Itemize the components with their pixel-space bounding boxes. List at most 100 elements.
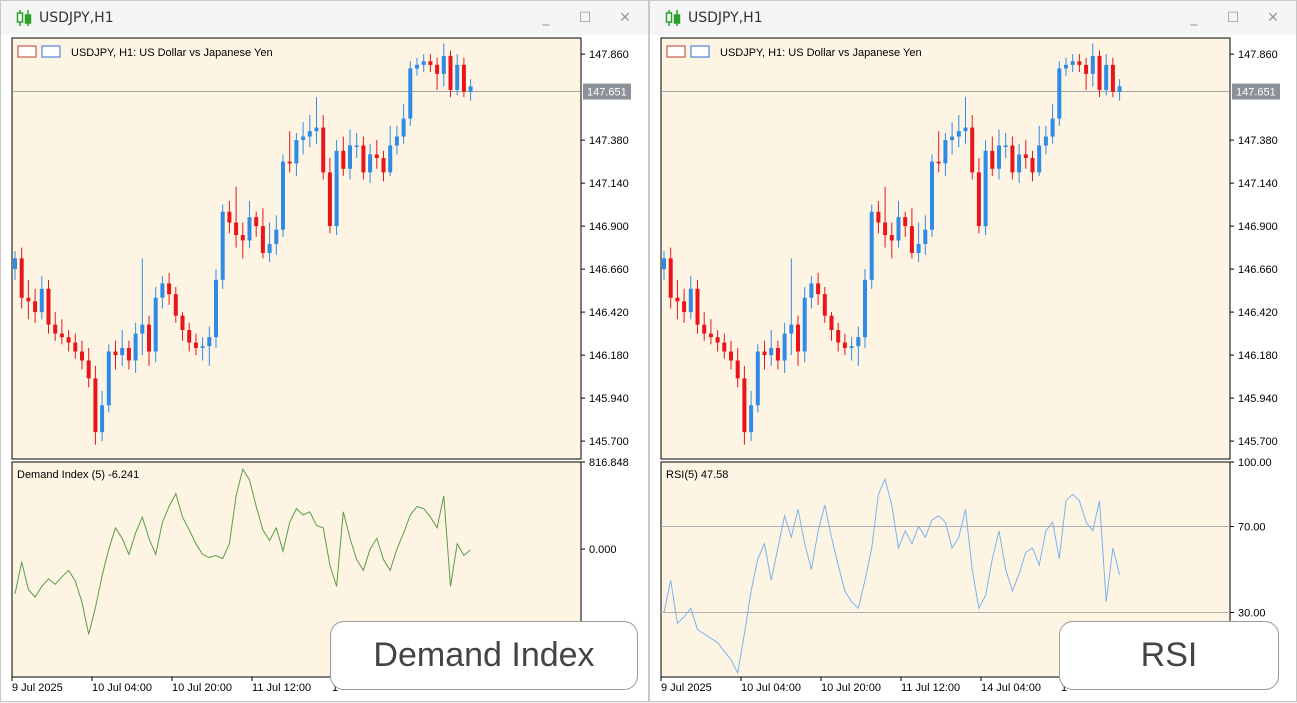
time-tick-label: 14 Jul 04:00 — [981, 682, 1041, 694]
candle-body — [708, 333, 713, 338]
candle-body — [167, 283, 172, 295]
candle-body — [923, 229, 928, 245]
chart-window-right[interactable]: USDJPY,H1 _ ☐ ✕ USDJPY, H1: US Dollar vs… — [649, 0, 1297, 702]
time-tick-label: 10 Jul 20:00 — [172, 682, 232, 694]
candle-body — [274, 229, 279, 245]
title-bar[interactable]: USDJPY,H1 _ ☐ ✕ — [1, 1, 648, 35]
current-price-label: 147.651 — [1236, 87, 1276, 99]
candle-body — [1003, 145, 1008, 147]
candle-body — [869, 211, 874, 280]
candle-body — [307, 131, 312, 137]
close-button[interactable]: ✕ — [1267, 10, 1279, 26]
chart-area[interactable]: USDJPY, H1: US Dollar vs Japanese Yen 147… — [650, 35, 1296, 701]
price-tick-label: 146.900 — [1238, 221, 1278, 233]
price-tick-label: 146.180 — [1238, 350, 1278, 362]
candle-body — [742, 378, 747, 433]
time-tick-label: 9 Jul 2025 — [12, 682, 63, 694]
candle-body — [53, 324, 58, 334]
candle-body — [883, 222, 888, 236]
candle-body — [976, 172, 981, 227]
candle-body — [207, 337, 212, 347]
candle-body — [876, 211, 881, 223]
indicator-caption: Demand Index — [330, 621, 638, 690]
indicator-tick-label: 816.848 — [589, 457, 629, 469]
candle-body — [120, 347, 125, 356]
candle-body — [762, 351, 767, 356]
candle-body — [441, 55, 446, 74]
time-tick-label: 11 Jul 12:00 — [901, 682, 960, 694]
maximize-button[interactable]: ☐ — [1226, 10, 1240, 26]
candle-body — [294, 140, 299, 164]
candle-body — [930, 161, 934, 230]
candle-body — [1110, 64, 1115, 92]
candle-body — [1084, 64, 1089, 74]
price-chart[interactable]: USDJPY, H1: US Dollar vs Japanese Yen 147… — [650, 35, 1297, 703]
candle-body — [983, 150, 988, 227]
price-tick-label: 147.860 — [589, 49, 629, 61]
candle-body — [722, 342, 727, 352]
candle-body — [688, 288, 693, 313]
candle-body — [775, 347, 780, 361]
candle-body — [234, 222, 239, 236]
candle-body — [695, 288, 700, 325]
price-tick-label: 146.420 — [1238, 307, 1278, 319]
candle-body — [140, 324, 145, 334]
close-button[interactable]: ✕ — [619, 10, 631, 26]
candle-body — [990, 150, 995, 169]
candlestick-icon — [665, 10, 681, 26]
candle-body — [39, 288, 44, 313]
candle-body — [822, 294, 827, 316]
time-tick-label: 10 Jul 04:00 — [92, 682, 152, 694]
candle-body — [33, 301, 38, 313]
candle-body — [106, 351, 111, 406]
candle-body — [448, 55, 453, 90]
candle-body — [133, 333, 138, 361]
candle-body — [381, 158, 386, 173]
candle-body — [809, 283, 814, 298]
candle-body — [173, 294, 178, 316]
candle-body — [287, 161, 292, 164]
candle-body — [394, 136, 399, 146]
candle-body — [836, 330, 841, 343]
price-tick-label: 146.180 — [589, 350, 629, 362]
candle-body — [327, 172, 332, 227]
candle-body — [415, 64, 419, 69]
candle-body — [749, 405, 754, 433]
chart-area[interactable]: USDJPY, H1: US Dollar vs Japanese Yen 147… — [1, 35, 648, 701]
indicator-tick-label: 0.000 — [589, 544, 617, 556]
indicator-tick-label: 30.00 — [1238, 608, 1266, 620]
candle-body — [662, 258, 666, 270]
candle-body — [435, 64, 440, 74]
maximize-button[interactable]: ☐ — [578, 10, 592, 26]
candle-body — [153, 297, 158, 352]
minimize-button[interactable]: _ — [1190, 10, 1198, 26]
time-tick-label: 10 Jul 04:00 — [741, 682, 801, 694]
minimize-button[interactable]: _ — [542, 10, 550, 26]
price-chart[interactable]: USDJPY, H1: US Dollar vs Japanese Yen 147… — [1, 35, 650, 703]
time-tick-label: 1 — [332, 682, 338, 694]
candle-body — [963, 127, 968, 132]
title-bar[interactable]: USDJPY,H1 _ ☐ ✕ — [650, 1, 1296, 35]
candle-body — [86, 360, 91, 379]
candle-body — [314, 127, 319, 132]
candle-body — [113, 351, 118, 356]
candle-body — [260, 226, 265, 253]
candle-body — [816, 283, 821, 295]
candle-body — [1010, 145, 1015, 173]
candle-body — [849, 346, 854, 348]
price-panel — [11, 37, 582, 460]
rsi-line — [663, 477, 1121, 675]
candle-body — [1064, 64, 1068, 69]
candle-body — [1077, 61, 1082, 65]
candle-body — [1104, 64, 1109, 90]
candle-body — [254, 217, 259, 227]
candle-body — [909, 226, 914, 253]
candle-body — [782, 333, 787, 361]
candle-body — [1050, 118, 1055, 137]
price-tick-label: 147.860 — [1238, 49, 1278, 61]
chart-window-left[interactable]: USDJPY,H1 _ ☐ ✕ USDJPY, H1: US Dollar vs… — [0, 0, 649, 702]
candle-body — [247, 217, 252, 241]
price-tick-label: 145.940 — [1238, 393, 1278, 405]
candle-body — [73, 342, 78, 352]
candle-body — [361, 145, 366, 173]
